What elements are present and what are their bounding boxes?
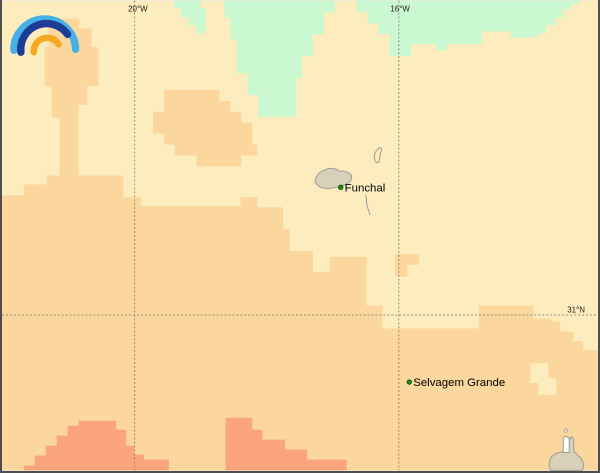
warm-zone-west-column [44,18,99,176]
island-southeast-snow-dot [563,428,568,433]
meridian-label-20w: 20°W [128,5,148,14]
hot-zone-south-central [225,417,347,471]
warm-zone-hook-16w [395,253,420,277]
island-madeira [314,167,353,190]
place-label-selvagem-grande: Selvagem Grande [413,377,505,389]
meridian-label-16w: 16°W [390,5,410,14]
island-porto-santo [373,147,383,163]
logo-outer-arc-icon [10,15,80,54]
parallel-label-31n: 31°N [567,305,585,314]
mild-patch-east [530,363,557,395]
logo-middle-arc-icon [17,19,72,56]
island-southeast-snowcap [562,435,570,454]
island-southeast [548,436,585,471]
hot-zone-southwest [23,420,169,471]
warm-zone-south [2,175,598,471]
cool-zone-northeast [356,0,580,57]
place-dot-selvagem-grande [406,379,412,385]
place-dot-funchal [338,184,344,191]
island-outlines [314,147,585,471]
meteoblue-logo [10,15,80,56]
logo-inner-arc-icon [30,34,62,56]
place-markers [338,184,412,385]
warm-zone-mid-patch [152,89,258,167]
place-label-funchal: Funchal [345,182,386,194]
mild-wedge-east [551,314,598,351]
cool-zone-central [224,0,335,117]
island-desertas [365,195,371,216]
cool-zone-finger [173,0,206,34]
